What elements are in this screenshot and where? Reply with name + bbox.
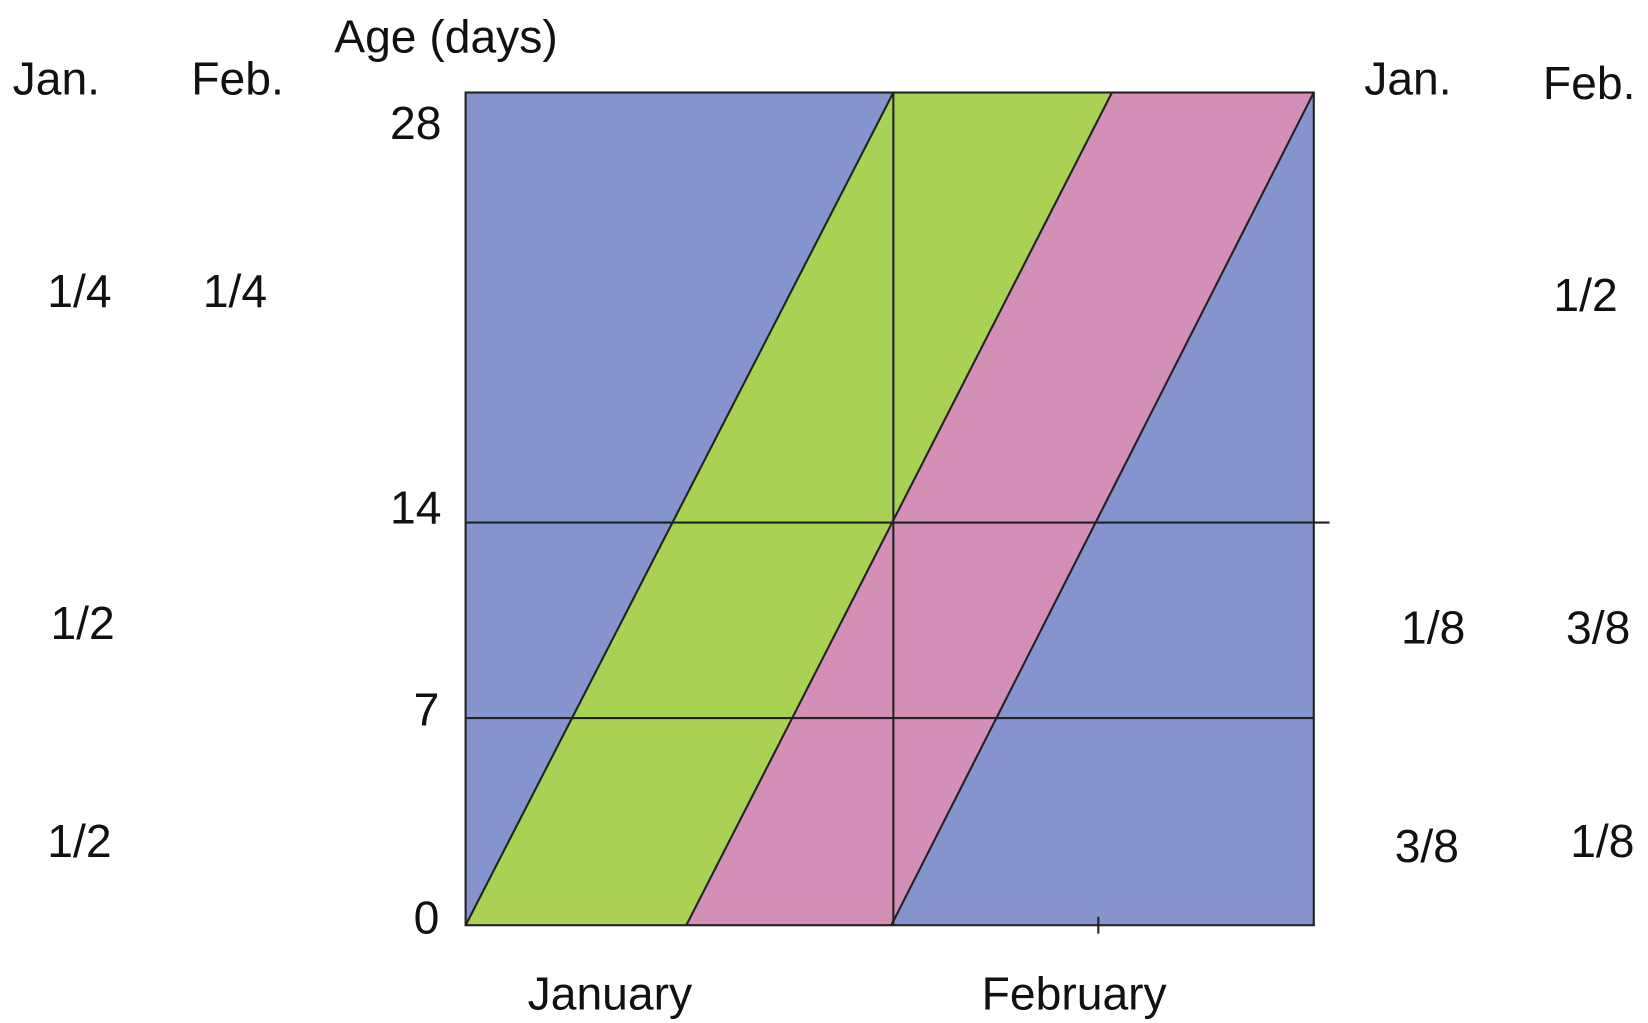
column-header: Jan.: [1364, 53, 1451, 105]
x-label: February: [982, 967, 1168, 1019]
plot-frame: [464, 91, 1315, 927]
y-tick-label: 28: [390, 97, 441, 149]
y-tick-label: 7: [414, 683, 440, 735]
diagonal: [890, 92, 1315, 926]
column-header: Jan.: [13, 53, 100, 105]
fraction: 1/2: [47, 815, 111, 867]
fraction: 1/2: [50, 597, 114, 649]
fraction: 3/8: [1395, 820, 1459, 872]
fraction: 1/4: [47, 265, 111, 317]
column-header: Feb.: [1543, 57, 1636, 109]
diagonal: [464, 92, 895, 926]
diagonal: [685, 92, 1113, 926]
fraction: 1/8: [1401, 601, 1465, 653]
fraction: 3/8: [1566, 601, 1630, 653]
x-label: January: [528, 967, 693, 1019]
fraction: 1/2: [1553, 269, 1617, 321]
axis-label: Age (days): [334, 11, 558, 63]
y-tick-label: 0: [414, 892, 440, 944]
column-header: Feb.: [191, 53, 284, 105]
y-tick-label: 14: [390, 482, 441, 534]
lines: [464, 91, 1330, 934]
fraction: 1/8: [1570, 815, 1634, 867]
fraction: 1/4: [203, 265, 267, 317]
